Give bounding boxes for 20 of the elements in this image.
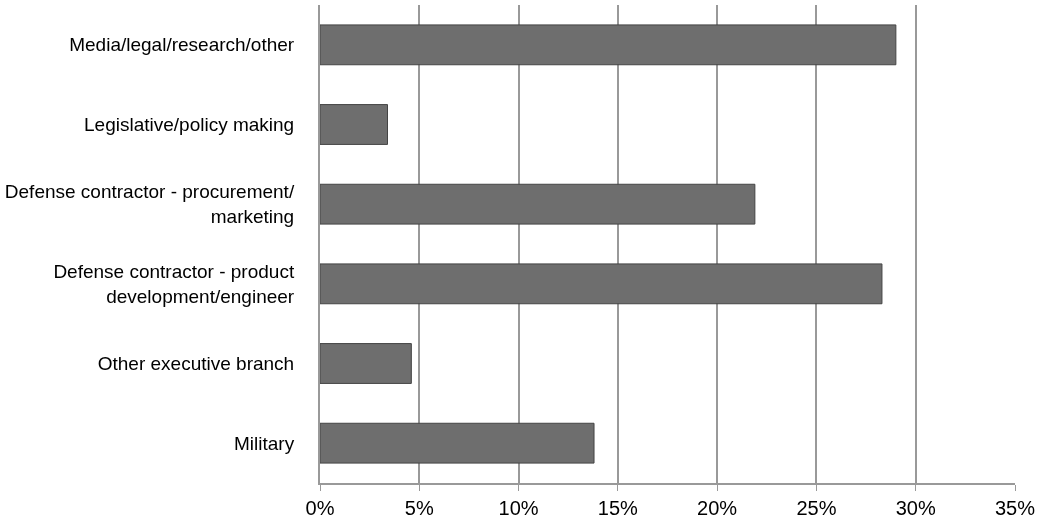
x-tick-label: 5% <box>404 497 434 519</box>
y-tick-label: Legislative/policy making <box>84 114 295 136</box>
x-tick-label: 15% <box>597 497 639 519</box>
bar <box>320 24 897 66</box>
bar <box>320 263 883 305</box>
bar <box>320 343 412 384</box>
bar <box>320 183 756 225</box>
x-tick-label: 0% <box>305 497 335 519</box>
x-tick-label: 10% <box>498 497 539 519</box>
y-tick-label: Military <box>234 432 295 454</box>
bar <box>320 422 595 464</box>
y-tick-label: Media/legal/research/other <box>69 34 295 56</box>
x-tick-label: 25% <box>796 497 837 519</box>
y-tick-label: Defense contractor - procurement/ marketing <box>4 181 295 228</box>
y-tick-label: Other executive branch <box>97 353 295 375</box>
bar <box>320 104 389 145</box>
x-tick-label: 30% <box>895 497 936 519</box>
x-tick-label: 35% <box>994 497 1036 519</box>
x-tick-label: 20% <box>697 497 738 519</box>
y-tick-label: Defense contractor - product development/engineer <box>53 261 295 307</box>
